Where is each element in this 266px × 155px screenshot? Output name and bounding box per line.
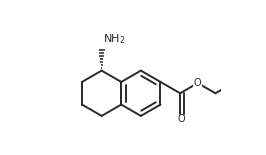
Text: NH$_2$: NH$_2$ — [103, 32, 125, 46]
Text: O: O — [194, 78, 202, 88]
Text: O: O — [177, 114, 185, 124]
